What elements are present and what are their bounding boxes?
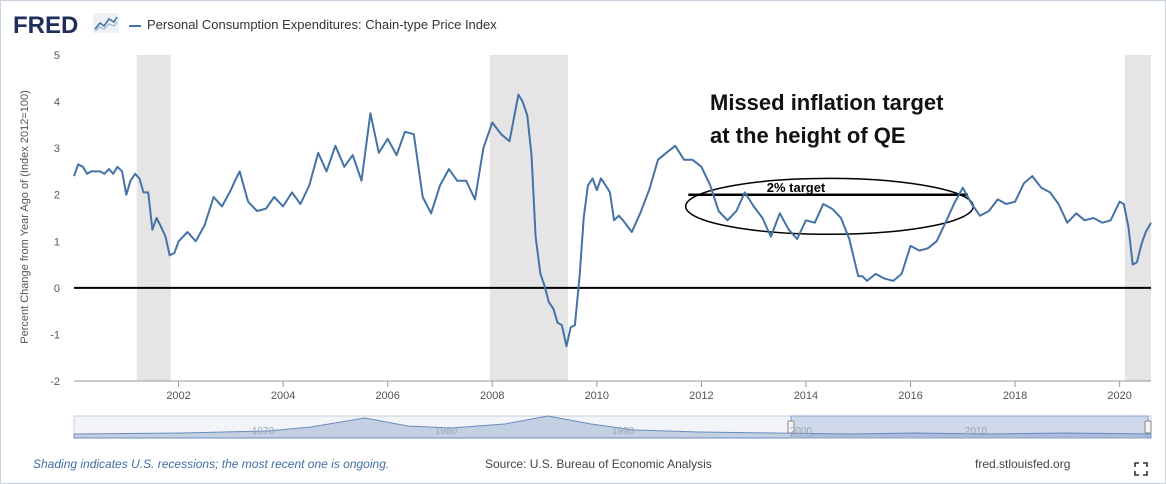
recession-shading-group xyxy=(74,55,1151,381)
y-tick-label: 2 xyxy=(54,190,60,202)
site-link[interactable]: fred.stlouisfed.org xyxy=(975,457,1071,471)
y-tick-label: 3 xyxy=(54,143,60,155)
fred-logo[interactable]: FRED xyxy=(13,12,79,39)
y-tick-label: 0 xyxy=(54,283,60,295)
source-text: Source: U.S. Bureau of Economic Analysis xyxy=(485,457,712,471)
x-tick-label: 2008 xyxy=(480,390,504,402)
legend-swatch xyxy=(129,24,141,27)
legend-item[interactable]: Personal Consumption Expenditures: Chain… xyxy=(129,17,497,32)
chart-header: FRED Personal Consumption Expenditures: … xyxy=(1,1,1165,49)
navigator-label: 1970 xyxy=(252,426,275,437)
recession-band xyxy=(136,55,171,381)
y-tick-label: 5 xyxy=(54,50,60,62)
recession-band xyxy=(489,55,569,381)
x-tick-label: 2020 xyxy=(1107,390,1131,402)
navigator-label: 1990 xyxy=(612,426,635,437)
annotation-title-line1: Missed inflation target xyxy=(710,90,944,115)
axis-group: -2 -1 0 1 2 3 4 5 2002 2004 2006 2008 2010 2012 2014 20… xyxy=(50,50,1151,402)
navigator-handle[interactable] xyxy=(787,420,795,434)
x-tick-label: 2018 xyxy=(1003,390,1027,402)
navigator-label: 2010 xyxy=(965,426,988,437)
y-tick-label: 1 xyxy=(54,236,60,248)
navigator-label: 2000 xyxy=(790,426,813,437)
x-tick-label: 2010 xyxy=(585,390,609,402)
y-tick-label: -2 xyxy=(50,376,60,388)
plot-area xyxy=(74,55,1151,381)
recession-note: Shading indicates U.S. recessions; the m… xyxy=(33,457,390,471)
navigator-handle[interactable] xyxy=(1144,420,1152,434)
navigator-label: 1980 xyxy=(435,426,458,437)
x-tick-label: 2012 xyxy=(689,390,713,402)
series-group xyxy=(73,93,1152,348)
target-label: 2% target xyxy=(767,180,826,195)
legend-label: Personal Consumption Expenditures: Chain… xyxy=(147,17,497,32)
x-tick-label: 2006 xyxy=(375,390,399,402)
fred-chart-icon xyxy=(93,13,119,33)
series-line xyxy=(73,93,1152,348)
x-tick-label: 2004 xyxy=(271,390,295,402)
y-axis-title: Percent Change from Year Ago of (Index 2… xyxy=(19,90,31,343)
navigator-group: 1970 1980 1990 2000 2010 xyxy=(73,415,1152,439)
y-tick-label: -1 xyxy=(50,329,60,341)
x-tick-label: 2002 xyxy=(166,390,190,402)
recession-band xyxy=(1124,55,1151,381)
x-tick-label: 2016 xyxy=(898,390,922,402)
annotation-title-line2: at the height of QE xyxy=(710,123,906,148)
annotation-group: 2% target Missed inflation target at the h… xyxy=(74,90,1151,289)
x-tick-label: 2014 xyxy=(794,390,818,402)
navigator-area xyxy=(73,415,1152,439)
fullscreen-icon[interactable] xyxy=(1134,462,1148,476)
y-tick-label: 4 xyxy=(54,97,60,109)
